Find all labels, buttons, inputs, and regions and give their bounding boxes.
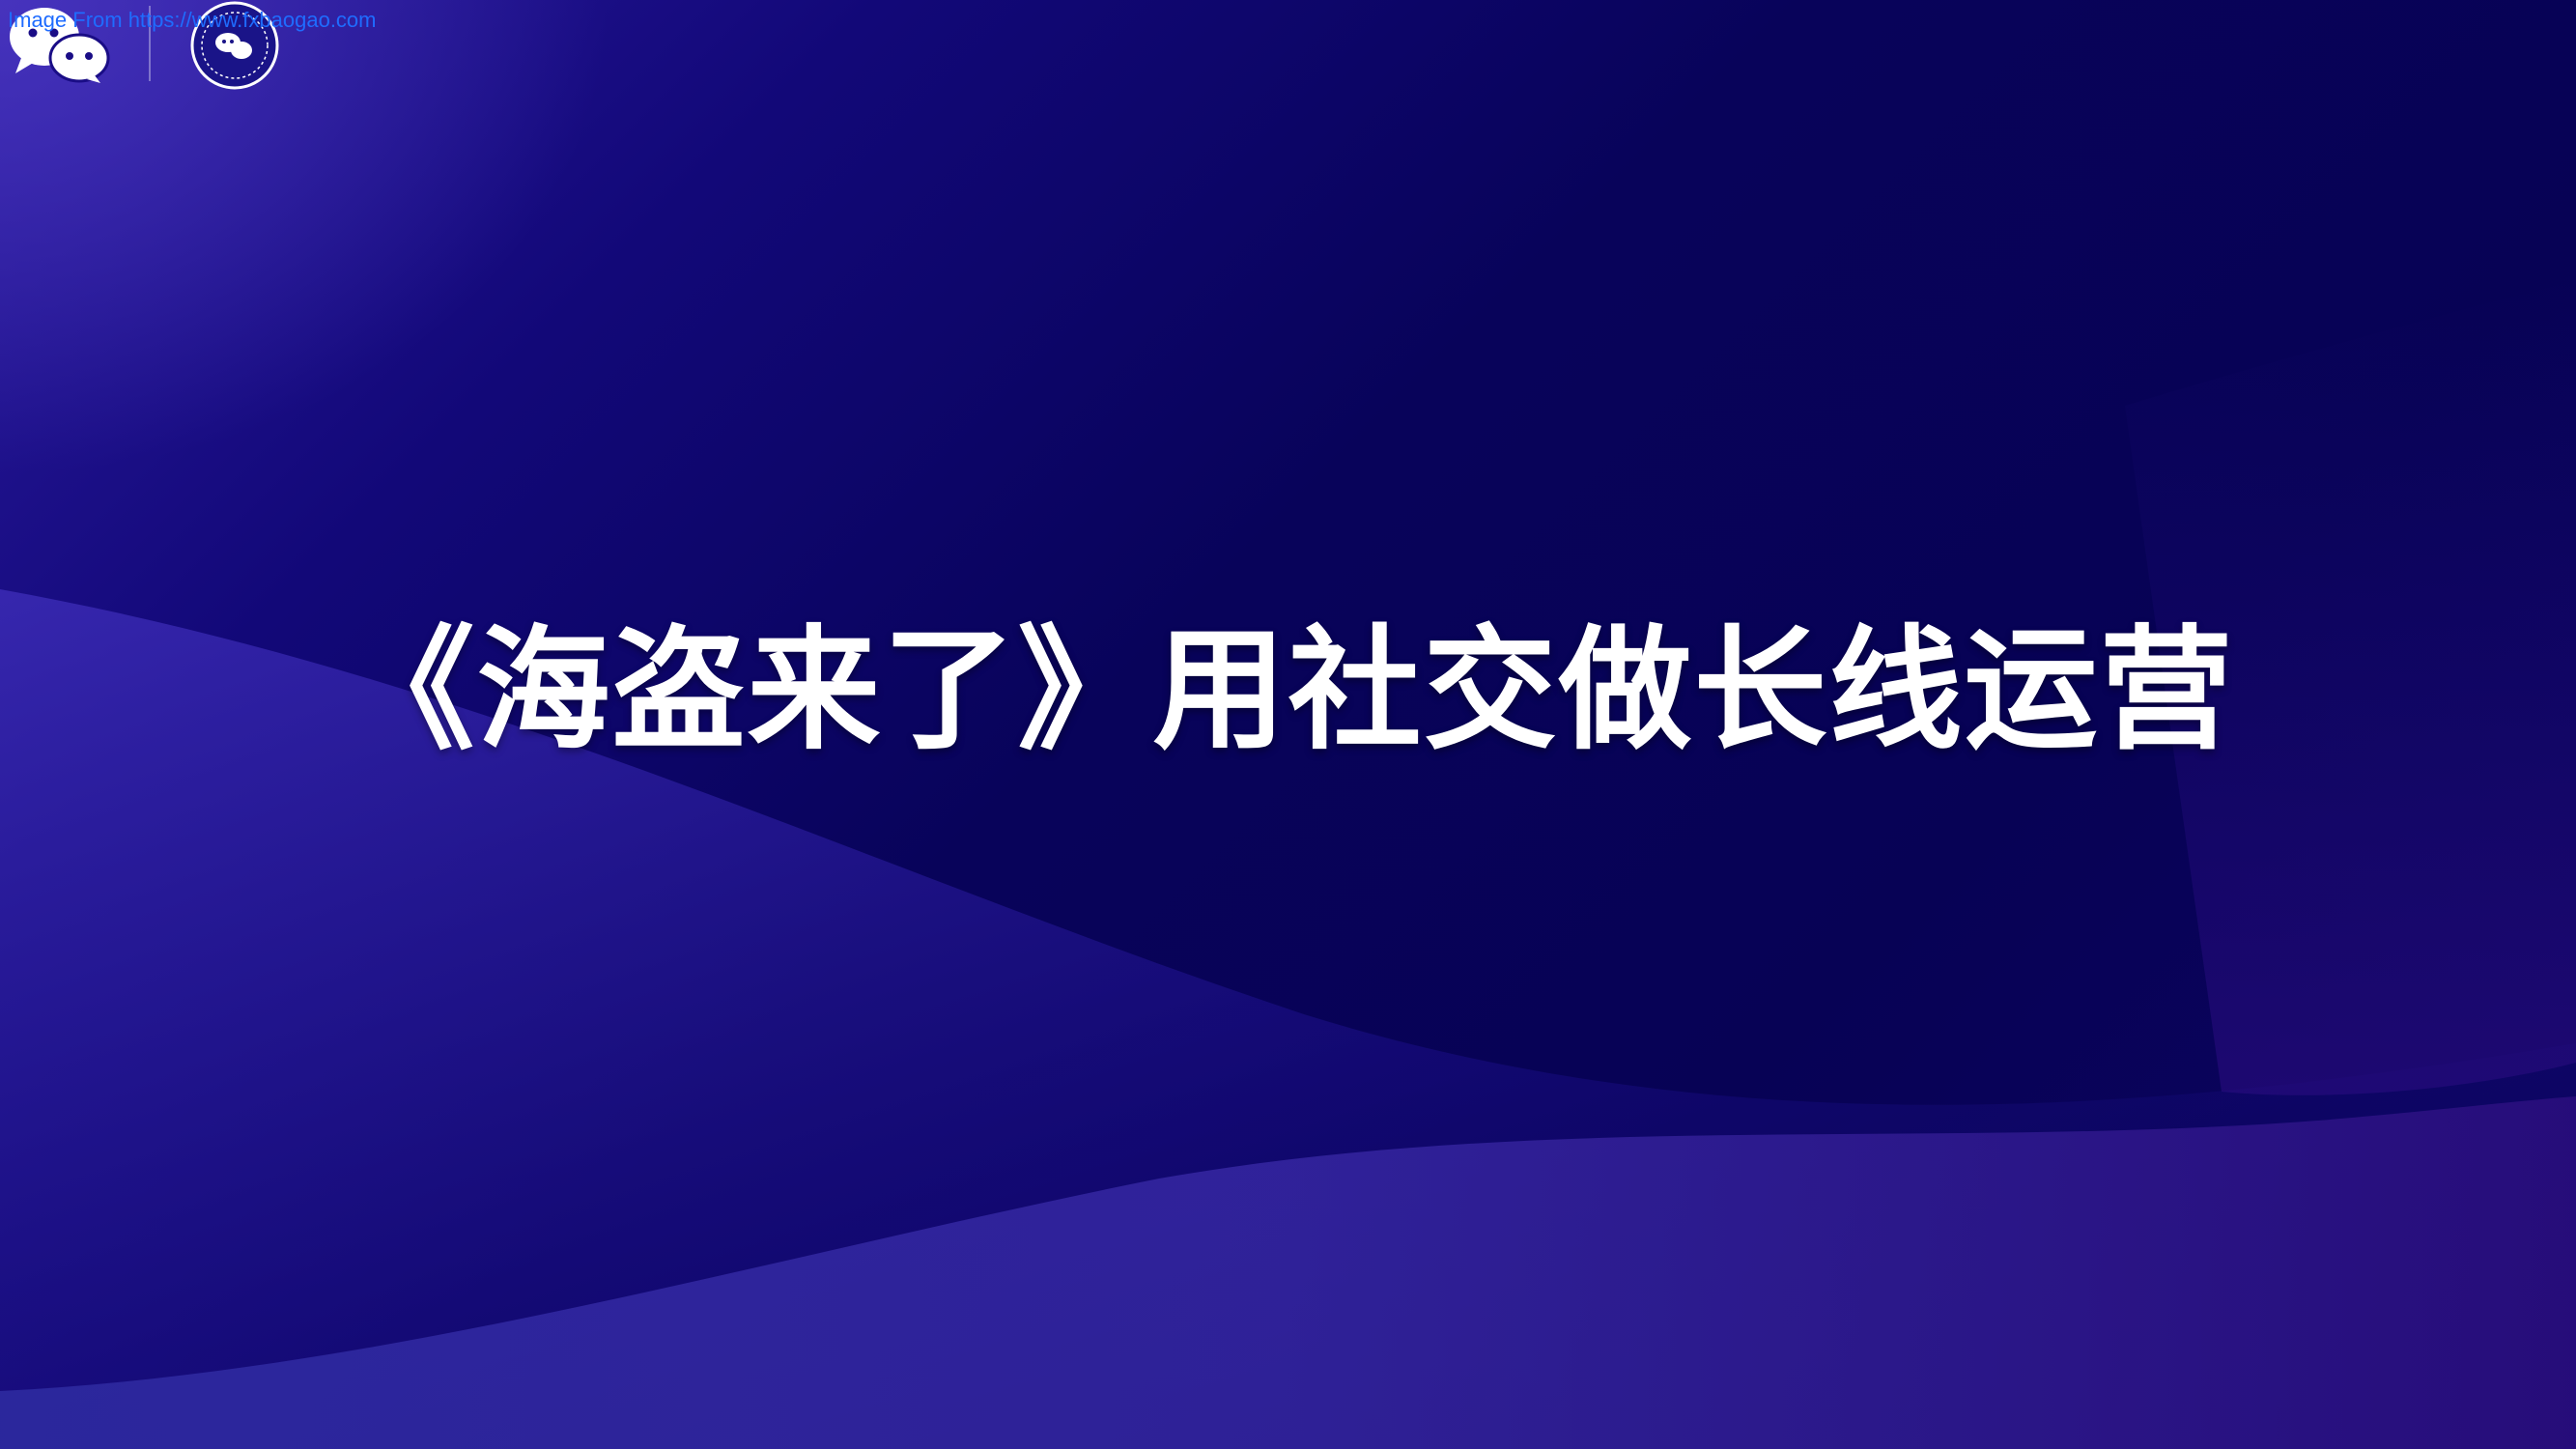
front-wave bbox=[0, 1096, 2576, 1449]
round-seal-logo-icon bbox=[190, 1, 279, 90]
wechat-logo-icon bbox=[10, 8, 110, 83]
header-divider bbox=[149, 6, 151, 81]
right-wave bbox=[2125, 280, 2576, 1095]
source-watermark: Image From https://www.fxbaogao.com bbox=[8, 8, 377, 32]
slide-title: 《海盗来了》用社交做长线运营 bbox=[341, 612, 2235, 768]
